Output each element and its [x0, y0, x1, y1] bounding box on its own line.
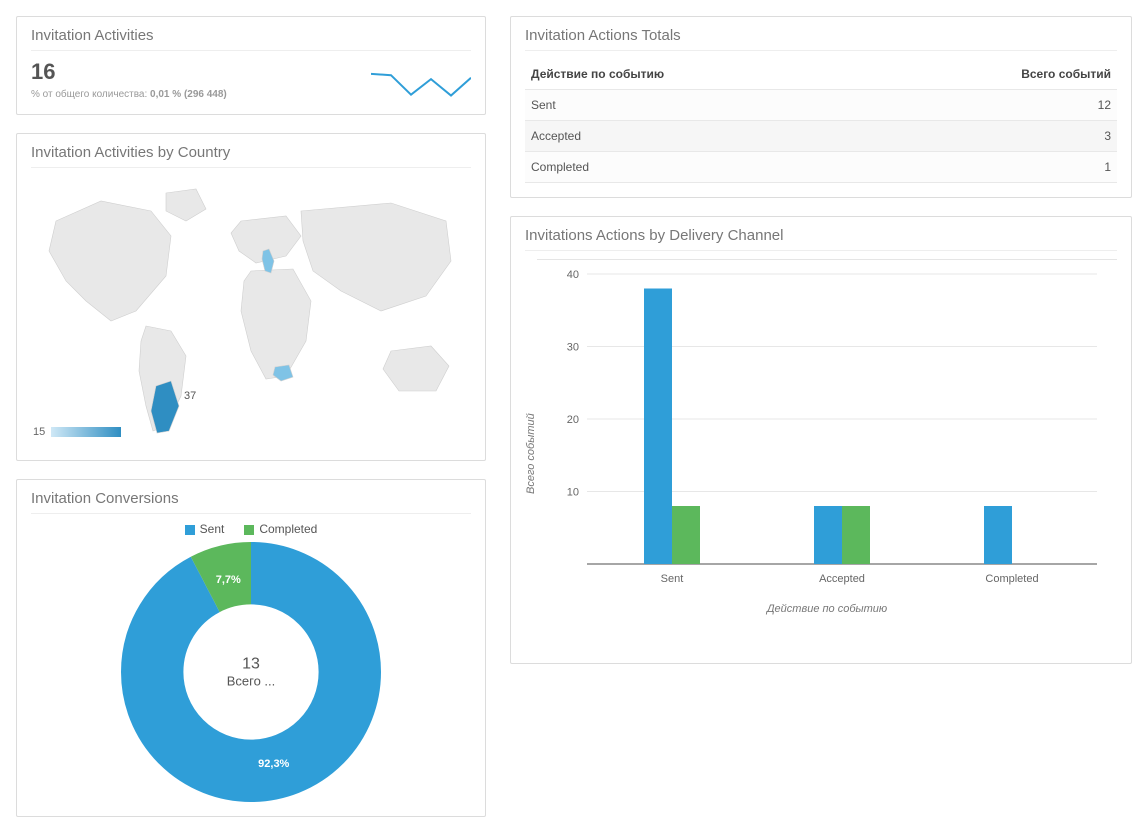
svg-text:Sent: Sent	[661, 573, 684, 585]
activities-subtext: % от общего количества: 0,01 % (296 448)	[31, 89, 371, 100]
conversions-legend: Sent Completed	[31, 522, 471, 536]
svg-text:40: 40	[567, 269, 579, 281]
map-legend: 15	[33, 426, 121, 438]
conversions-center: 13 Всего ...	[227, 656, 276, 689]
legend-swatch	[244, 525, 254, 535]
legend-swatch	[185, 525, 195, 535]
world-map-icon: 37	[31, 176, 471, 446]
card-by-country: Invitation Activities by Country	[16, 133, 486, 461]
card-activities: Invitation Activities 16 % от общего кол…	[16, 16, 486, 115]
chart-bar	[842, 506, 870, 564]
svg-text:10: 10	[567, 487, 579, 499]
by-channel-title: Invitations Actions by Delivery Channel	[525, 227, 1117, 251]
table-row: Sent12	[525, 90, 1117, 121]
by-country-title: Invitation Activities by Country	[31, 144, 471, 168]
by-channel-chart: 10 20 30 40 Sent Accepted Completed	[537, 264, 1117, 594]
by-channel-xlabel: Действие по событию	[537, 603, 1117, 615]
totals-col-1: Всего событий	[873, 59, 1117, 90]
map-legend-gradient	[51, 427, 121, 437]
chart-bar	[984, 506, 1012, 564]
chart-bar	[644, 289, 672, 565]
by-channel-ylabel: Всего событий	[525, 259, 537, 649]
table-row: Accepted3	[525, 121, 1117, 152]
chart-bar	[814, 506, 842, 564]
card-totals: Invitation Actions Totals Действие по со…	[510, 16, 1132, 198]
legend-item: Sent	[185, 522, 225, 536]
card-activities-title: Invitation Activities	[31, 27, 471, 51]
activities-value: 16	[31, 59, 371, 85]
svg-text:Accepted: Accepted	[819, 573, 865, 585]
chart-bar	[672, 506, 700, 564]
svg-text:Completed: Completed	[985, 573, 1038, 585]
activities-sparkline	[371, 66, 471, 100]
donut-slice-label: 7,7%	[216, 574, 241, 586]
donut-slice-label: 92,3%	[258, 758, 289, 770]
card-conversions: Invitation Conversions Sent Completed 13 …	[16, 479, 486, 817]
conversions-title: Invitation Conversions	[31, 490, 471, 514]
svg-text:30: 30	[567, 342, 579, 354]
card-by-channel: Invitations Actions by Delivery Channel …	[510, 216, 1132, 664]
totals-col-0: Действие по событию	[525, 59, 873, 90]
svg-text:37: 37	[184, 390, 196, 402]
totals-title: Invitation Actions Totals	[525, 27, 1117, 51]
totals-table: Действие по событию Всего событий Sent12…	[525, 59, 1117, 183]
map-legend-min: 15	[33, 426, 45, 438]
svg-text:20: 20	[567, 414, 579, 426]
table-row: Completed1	[525, 152, 1117, 183]
legend-item: Completed	[244, 522, 317, 536]
